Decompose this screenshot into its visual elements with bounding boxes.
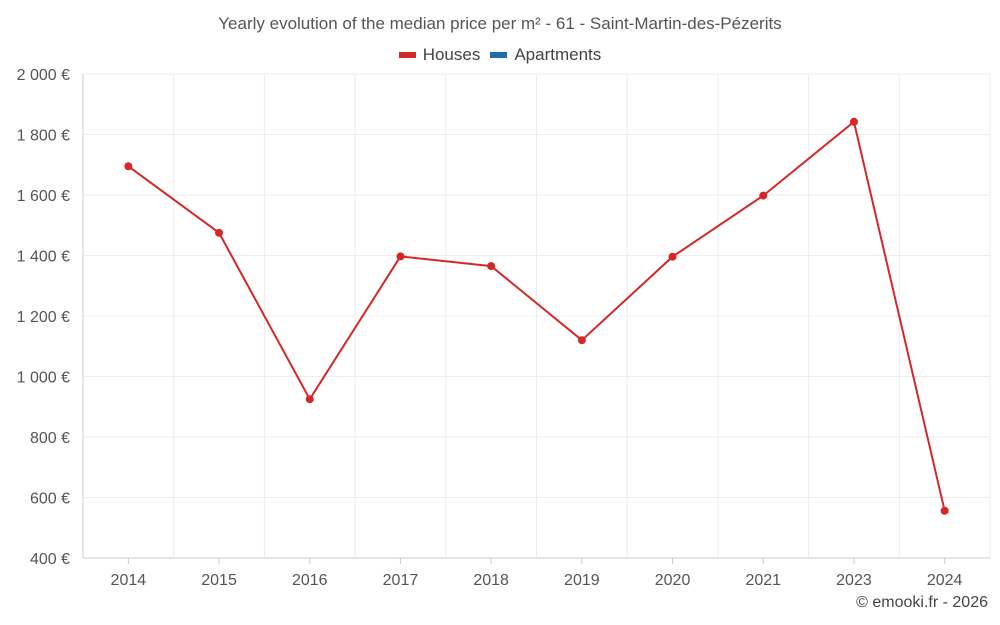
x-tick-label: 2021 (745, 572, 781, 589)
y-tick-label: 800 € (30, 430, 70, 447)
y-tick-label: 2 000 € (17, 67, 70, 84)
y-tick-label: 1 200 € (17, 309, 70, 326)
y-tick-label: 400 € (30, 551, 70, 568)
x-tick-label: 2016 (292, 572, 328, 589)
data-point[interactable] (577, 336, 586, 345)
y-tick-label: 1 800 € (17, 128, 70, 145)
x-tick-label: 2024 (927, 572, 963, 589)
data-point[interactable] (305, 395, 314, 404)
data-point[interactable] (849, 117, 858, 126)
data-point[interactable] (668, 252, 677, 261)
y-tick-label: 1 000 € (17, 370, 70, 387)
axis-layer: 400 € 600 € 800 € 1 000 € 1 200 € 1 400 € 1 60… (17, 67, 990, 589)
legend-swatch-apartments (490, 52, 508, 58)
legend-item-apartments[interactable]: Apartments (490, 45, 601, 65)
data-point[interactable] (487, 262, 496, 271)
x-tick-label: 2015 (201, 572, 237, 589)
x-tick-label: 2014 (111, 572, 147, 589)
x-tick-label: 2019 (564, 572, 600, 589)
credit-text: © emooki.fr - 2026 (856, 594, 988, 611)
grid-layer (82, 73, 991, 558)
chart-title: Yearly evolution of the median price per… (218, 14, 782, 33)
x-tick-label: 2023 (836, 572, 872, 589)
legend-swatch-houses (398, 52, 416, 58)
series-line-houses (127, 120, 946, 512)
x-tick-label: 2018 (473, 572, 509, 589)
chart-legend: Houses Apartments (0, 45, 1000, 65)
y-tick-label: 600 € (30, 491, 70, 508)
legend-item-houses[interactable]: Houses (398, 45, 481, 65)
y-tick-label: 1 600 € (17, 188, 70, 205)
legend-label-houses: Houses (422, 45, 481, 64)
x-tick-label: 2020 (655, 572, 691, 589)
legend-label-apartments: Apartments (514, 45, 602, 64)
data-point[interactable] (940, 506, 949, 515)
data-point[interactable] (759, 191, 768, 200)
y-tick-label: 1 400 € (17, 249, 70, 266)
series-layer (124, 117, 949, 515)
x-tick-label: 2017 (383, 572, 419, 589)
data-point[interactable] (396, 252, 405, 261)
data-point[interactable] (215, 228, 224, 237)
data-point[interactable] (124, 162, 133, 171)
